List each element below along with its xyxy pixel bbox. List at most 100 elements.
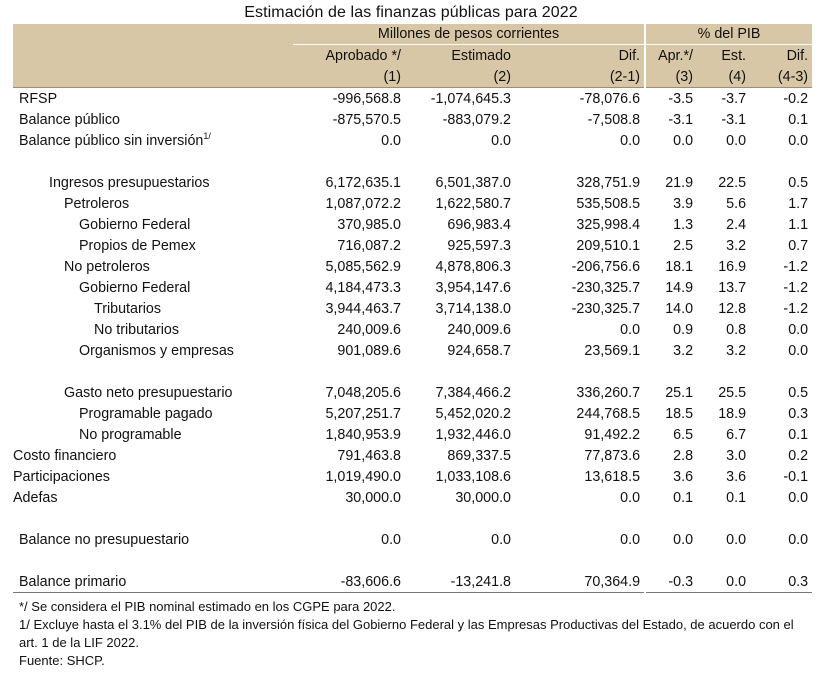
table-row: Gobierno Federal 370,985.0 696,983.4 325,99… [13, 214, 812, 235]
table-row: No programable 1,840,953.9 1,932,446.0 91,4… [13, 424, 812, 445]
cell-col-aprobado: 7,048,205.6 [325, 384, 401, 401]
cell-col-dif: -230,325.7 [571, 300, 641, 317]
cell-col-est-pib: 2.4 [726, 216, 747, 233]
cell-col-est-pib: 0.1 [726, 489, 747, 506]
cell-col-dif-pib: 0.0 [788, 531, 809, 548]
row-label: RFSP [19, 90, 58, 107]
cell-col-dif: 77,873.6 [584, 447, 641, 464]
footnotes: */ Se considera el PIB nominal estimado … [19, 598, 809, 670]
cell-col-aprobado: 5,207,251.7 [325, 405, 401, 422]
cell-col-apr-pib: 0.0 [644, 529, 698, 550]
cell-col-dif: 91,492.2 [584, 426, 641, 443]
row-label: Tributarios [94, 300, 162, 317]
row-label-cell: Balance primario [13, 571, 293, 593]
cell-col-aprobado: 0.0 [381, 531, 401, 548]
cell-col-estimado: 240,009.6 [447, 321, 511, 338]
cell-col-dif-pib: 0.3 [788, 405, 809, 422]
header-group-pesos: Millones de pesos corrientes [293, 24, 646, 45]
row-label: Petroleros [64, 195, 130, 212]
cell-col-dif-pib: 0.7 [788, 237, 809, 254]
cell-col-aprobado: 716,087.2 [337, 237, 401, 254]
header-colnum-4-3: (4-3) [750, 66, 813, 88]
cell-col-estimado: 1,033,108.6 [435, 468, 511, 485]
row-label: No tributarios [94, 321, 180, 338]
row-label: Programable pagado [79, 405, 213, 422]
row-label-cell: Costo financiero [13, 445, 293, 466]
cell-col-dif: 0.0 [620, 132, 641, 149]
header-colnum-4: (4) [697, 66, 751, 88]
cell-col-dif-pib: -1.2 [783, 300, 809, 317]
row-label: Participaciones [13, 468, 110, 485]
cell-col-estimado: 1,622,580.7 [435, 195, 511, 212]
header-col-aprobado: Aprobado */ [293, 44, 405, 66]
row-label: Costo financiero [13, 447, 117, 464]
row-label-cell: Ingresos presupuestarios [13, 172, 293, 193]
row-label-cell: Participaciones [13, 466, 293, 487]
cell-col-aprobado: -83,606.6 [293, 571, 405, 593]
cell-col-dif-pib: 0.2 [788, 447, 809, 464]
cell-col-estimado: 1,932,446.0 [435, 426, 511, 443]
cell-col-aprobado: 5,085,562.9 [325, 258, 401, 275]
cell-col-apr-pib: 18.5 [644, 403, 698, 424]
table-row: No petroleros 5,085,562.9 4,878,806.3 -206,… [13, 256, 812, 277]
header-colnum-3: (3) [644, 66, 698, 88]
header-col-dif-pib: Dif. [750, 44, 813, 66]
cell-col-aprobado: 901,089.6 [337, 342, 401, 359]
table-row: Tributarios 3,944,463.7 3,714,138.0 -230,32… [13, 298, 812, 319]
cell-col-estimado: -13,241.8 [405, 571, 515, 593]
cell-col-apr-pib: -0.3 [644, 571, 698, 593]
row-label: No programable [79, 426, 182, 443]
row-label-cell: Organismos y empresas [13, 340, 293, 361]
cell-col-dif-pib: 1.1 [788, 216, 809, 233]
cell-col-aprobado: -875,570.5 [332, 111, 401, 128]
cell-col-apr-pib: 25.1 [644, 382, 698, 403]
table-title: Estimación de las finanzas públicas para… [244, 4, 578, 21]
cell-col-estimado: 696,983.4 [447, 216, 511, 233]
table-row: Balance público -875,570.5 -883,079.2 -7,50… [13, 109, 812, 130]
row-label: Ingresos presupuestarios [49, 174, 210, 191]
header-col-dif: Dif. [515, 44, 646, 66]
row-label-cell: No programable [13, 424, 293, 445]
cell-col-aprobado: -996,568.8 [332, 90, 401, 107]
table-row: No tributarios 240,009.6 240,009.6 0.0 0.9 0.… [13, 319, 812, 340]
row-label-cell: Programable pagado [13, 403, 293, 424]
cell-col-est-pib: 3.6 [726, 468, 747, 485]
row-label: Propios de Pemex [79, 237, 196, 254]
cell-col-est-pib: -3.7 [721, 90, 747, 107]
cell-col-dif: 328,751.9 [576, 174, 641, 191]
row-label-cell: No petroleros [13, 256, 293, 277]
cell-col-dif-pib: -1.2 [783, 258, 809, 275]
row-label: Gobierno Federal [79, 216, 191, 233]
cell-col-est-pib: 22.5 [718, 174, 747, 191]
header-col-estimado: Estimado [405, 44, 515, 66]
cell-col-apr-pib: 14.0 [644, 298, 698, 319]
table-row: Balance primario -83,606.6 -13,241.8 70,364… [13, 571, 813, 593]
row-label: Organismos y empresas [79, 342, 234, 359]
table-body: RFSP -996,568.8 -1,074,645.3 -78,076.6 -3.5-… [13, 87, 813, 593]
row-label: Adefas [13, 489, 58, 506]
row-label: Gobierno Federal [79, 279, 191, 296]
row-label-cell: Propios de Pemex [13, 235, 293, 256]
cell-col-aprobado: 1,840,953.9 [325, 426, 401, 443]
cell-col-apr-pib: 14.9 [644, 277, 698, 298]
cell-col-aprobado: 1,087,072.2 [325, 195, 401, 212]
cell-col-apr-pib: 18.1 [644, 256, 698, 277]
row-label: No petroleros [64, 258, 150, 275]
cell-col-dif-pib: -0.2 [783, 90, 809, 107]
cell-col-estimado: -1,074,645.3 [430, 90, 511, 107]
footnote-ref: 1/ [203, 130, 211, 141]
cell-col-apr-pib: 6.5 [644, 424, 698, 445]
row-label: Gasto neto presupuestario [64, 384, 233, 401]
cell-col-estimado: 0.0 [491, 531, 511, 548]
table-row: Adefas 30,000.0 30,000.0 0.0 0.1 0.1 0.0 [13, 487, 812, 508]
row-label-cell: Adefas [13, 487, 293, 508]
cell-col-est-pib: 6.7 [726, 426, 747, 443]
cell-col-dif: 336,260.7 [576, 384, 641, 401]
cell-col-dif: 0.0 [620, 489, 641, 506]
cell-col-dif: -206,756.6 [571, 258, 641, 275]
table-row: Gasto neto presupuestario 7,048,205.6 7,38… [13, 382, 812, 403]
finance-table-container: Millones de pesos corrientes % del PIB A… [13, 24, 813, 593]
cell-col-aprobado: 6,172,635.1 [325, 174, 401, 191]
header-col-apr-pib: Apr.*/ [644, 44, 698, 66]
cell-col-est-pib: 0.0 [726, 531, 747, 548]
